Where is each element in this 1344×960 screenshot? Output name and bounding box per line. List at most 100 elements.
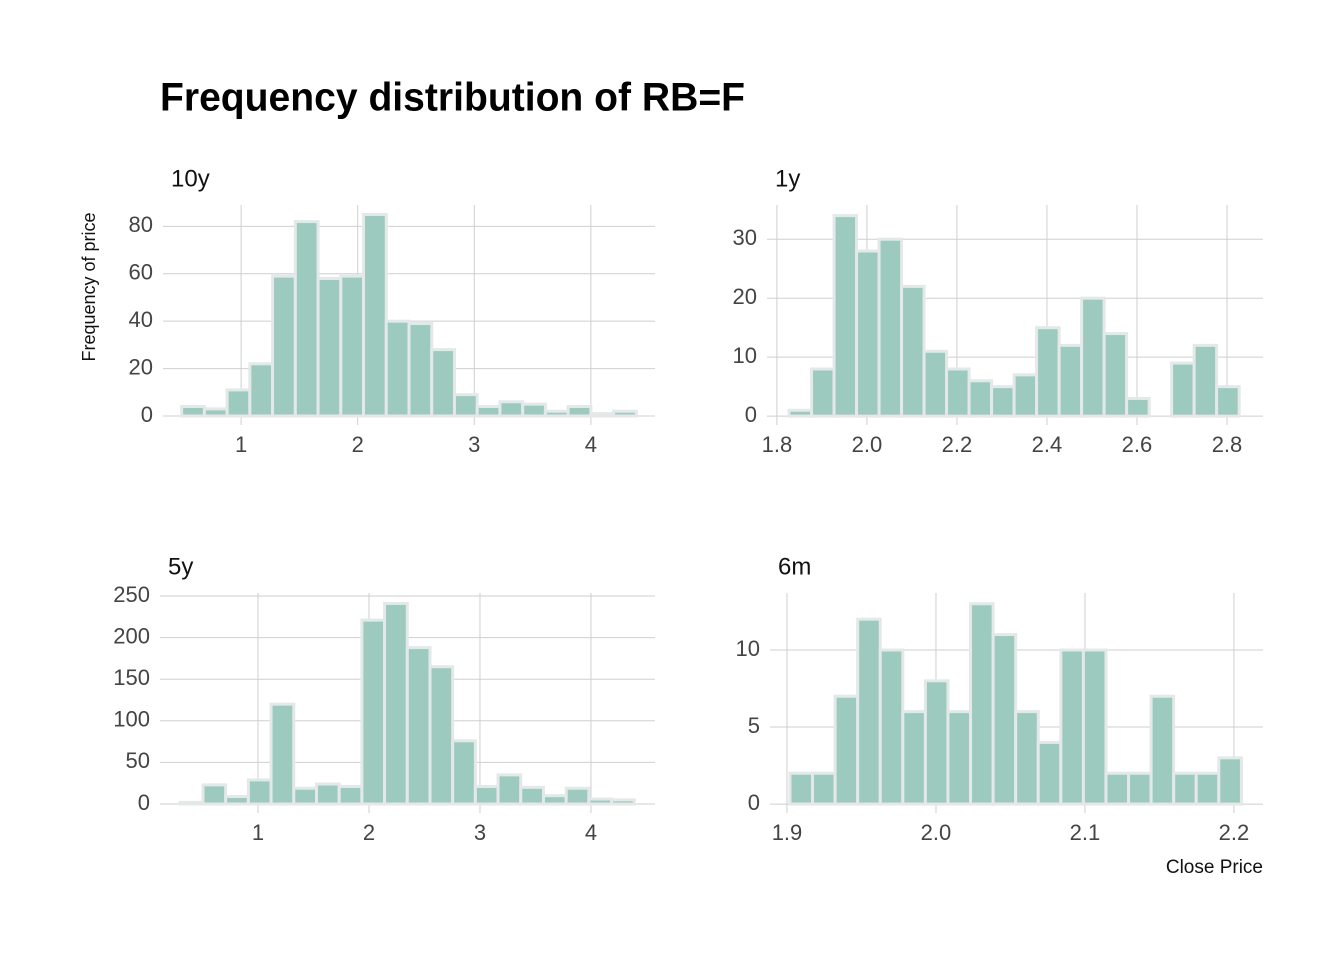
y-tick-label: 10 bbox=[736, 636, 760, 661]
x-tick-label: 2 bbox=[363, 820, 375, 845]
histogram-bar bbox=[788, 771, 815, 806]
histogram-bar bbox=[900, 284, 926, 418]
histogram-bar bbox=[246, 778, 273, 806]
histogram-bar bbox=[430, 348, 456, 418]
histogram-bar bbox=[337, 785, 364, 806]
histogram-bar bbox=[451, 739, 477, 806]
histogram-bar bbox=[519, 785, 545, 806]
histogram-bar bbox=[1192, 343, 1219, 418]
y-tick-label: 0 bbox=[141, 402, 153, 427]
histogram-bar bbox=[946, 710, 973, 806]
histogram-bar bbox=[589, 412, 616, 418]
y-tick-label: 10 bbox=[733, 343, 757, 368]
histogram-bar bbox=[1125, 396, 1151, 418]
histogram-bar bbox=[178, 800, 205, 806]
y-tick-label: 200 bbox=[113, 623, 150, 648]
histogram-bar bbox=[1081, 648, 1108, 806]
histogram-bar bbox=[945, 367, 971, 418]
histogram-bar bbox=[990, 385, 1016, 418]
histogram-bar bbox=[1057, 343, 1084, 418]
x-tick-label: 3 bbox=[474, 820, 486, 845]
y-axis-label: Frequency of price bbox=[79, 212, 99, 361]
histogram-bar bbox=[878, 648, 905, 806]
x-tick-label: 2 bbox=[352, 432, 364, 457]
y-tick-label: 0 bbox=[748, 790, 760, 815]
y-tick-label: 5 bbox=[748, 713, 760, 738]
histogram-bar bbox=[922, 349, 949, 418]
histogram-bar bbox=[832, 214, 859, 418]
x-tick-label: 2.8 bbox=[1212, 432, 1243, 457]
histogram-bar bbox=[566, 405, 593, 418]
histogram-bar bbox=[1035, 326, 1061, 418]
x-tick-label: 2.2 bbox=[942, 432, 973, 457]
x-tick-label: 2.2 bbox=[1219, 820, 1250, 845]
chart-title: Frequency distribution of RB=F bbox=[160, 76, 745, 120]
histogram-bar bbox=[1036, 740, 1063, 806]
y-tick-label: 20 bbox=[129, 354, 153, 379]
x-tick-label: 2.0 bbox=[921, 820, 952, 845]
histogram-bar bbox=[923, 679, 950, 806]
histogram-bar bbox=[248, 362, 275, 418]
x-tick-label: 2.4 bbox=[1032, 432, 1063, 457]
x-tick-label: 2.0 bbox=[852, 432, 883, 457]
histogram-bar bbox=[877, 237, 904, 418]
histogram-bar bbox=[314, 782, 341, 806]
panel-title: 1y bbox=[775, 165, 800, 192]
histogram-bar bbox=[405, 646, 432, 806]
histogram-bar bbox=[473, 785, 500, 806]
panel-title: 10y bbox=[171, 165, 210, 192]
x-tick-label: 1.8 bbox=[762, 432, 793, 457]
y-tick-label: 150 bbox=[113, 665, 150, 690]
histogram-bar bbox=[384, 319, 411, 418]
histogram-bar bbox=[901, 710, 927, 806]
histogram-bar bbox=[225, 388, 252, 418]
histogram-bar bbox=[496, 773, 523, 806]
histogram-bar bbox=[452, 393, 479, 418]
histogram-bar bbox=[180, 405, 206, 418]
histogram-bar bbox=[1149, 694, 1176, 806]
histogram-bar bbox=[271, 274, 297, 418]
histogram-bar bbox=[991, 633, 1018, 806]
y-tick-label: 80 bbox=[129, 212, 153, 237]
histogram-bar bbox=[316, 276, 343, 418]
y-tick-label: 0 bbox=[745, 402, 757, 427]
histogram-bar bbox=[339, 274, 366, 418]
x-axis-label: Close Price bbox=[1166, 857, 1263, 878]
histogram-bar bbox=[1080, 296, 1106, 418]
y-tick-label: 250 bbox=[113, 582, 150, 607]
histogram-bar bbox=[1127, 771, 1153, 806]
histogram-bar bbox=[1059, 648, 1085, 806]
histogram-bar bbox=[498, 400, 525, 418]
histogram-bar bbox=[360, 618, 387, 806]
histogram-bar bbox=[811, 771, 837, 806]
histogram-bar bbox=[1217, 756, 1243, 806]
histogram-bar bbox=[541, 794, 568, 806]
x-tick-label: 2.1 bbox=[1070, 820, 1101, 845]
histogram-bar bbox=[383, 601, 409, 806]
histogram-bar bbox=[475, 405, 502, 418]
x-tick-label: 4 bbox=[585, 820, 597, 845]
histogram-bar bbox=[362, 212, 388, 418]
histogram-bar bbox=[407, 322, 434, 418]
histogram-bar bbox=[587, 797, 614, 806]
histogram-bar bbox=[292, 786, 318, 806]
histogram-bar bbox=[610, 798, 636, 806]
histogram-bar bbox=[1102, 332, 1129, 418]
x-tick-label: 1 bbox=[252, 820, 264, 845]
histogram-bar bbox=[543, 409, 570, 418]
histogram-bar bbox=[564, 786, 591, 806]
y-tick-label: 20 bbox=[733, 284, 757, 309]
histogram-bar bbox=[967, 379, 994, 418]
histogram-bar bbox=[428, 665, 455, 806]
panel-title: 6m bbox=[778, 553, 811, 580]
y-tick-label: 50 bbox=[126, 748, 150, 773]
histogram-bar bbox=[202, 407, 229, 418]
histogram-bar bbox=[969, 602, 995, 806]
histogram-bar bbox=[293, 220, 320, 418]
y-tick-label: 100 bbox=[113, 707, 150, 732]
x-tick-label: 3 bbox=[468, 432, 480, 457]
histogram-bar bbox=[1215, 385, 1241, 418]
x-tick-label: 1 bbox=[235, 432, 247, 457]
